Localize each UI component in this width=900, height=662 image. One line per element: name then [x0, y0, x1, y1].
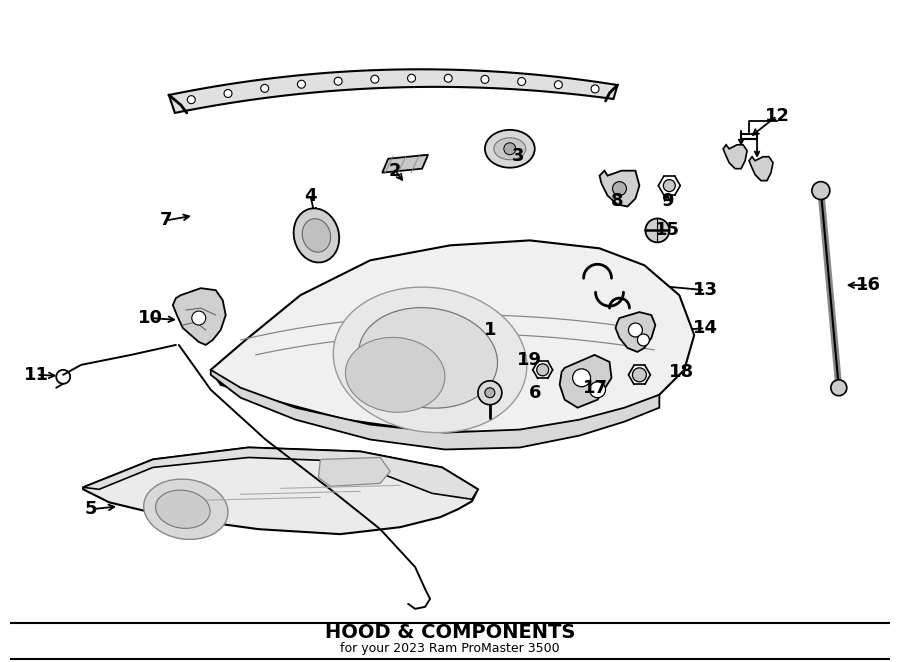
Ellipse shape: [302, 218, 330, 252]
Circle shape: [831, 380, 847, 396]
Text: 9: 9: [662, 191, 673, 210]
Ellipse shape: [485, 130, 535, 167]
Circle shape: [192, 311, 206, 325]
Circle shape: [637, 334, 650, 346]
Circle shape: [481, 75, 489, 83]
Circle shape: [478, 381, 502, 404]
Text: 12: 12: [764, 107, 789, 125]
Text: 13: 13: [693, 281, 717, 299]
Polygon shape: [169, 70, 617, 113]
Text: for your 2023 Ram ProMaster 3500: for your 2023 Ram ProMaster 3500: [340, 642, 560, 655]
Polygon shape: [599, 171, 639, 207]
Text: 15: 15: [655, 221, 680, 240]
Text: 8: 8: [611, 191, 624, 210]
Polygon shape: [382, 155, 428, 173]
Text: 7: 7: [159, 211, 172, 230]
Text: HOOD & COMPONENTS: HOOD & COMPONENTS: [325, 623, 575, 642]
Text: 3: 3: [511, 147, 524, 165]
Polygon shape: [83, 448, 478, 534]
Polygon shape: [724, 145, 747, 169]
Text: 17: 17: [583, 379, 608, 397]
Circle shape: [633, 368, 646, 382]
Text: 4: 4: [304, 187, 317, 205]
Circle shape: [187, 96, 195, 104]
Ellipse shape: [144, 479, 228, 540]
Circle shape: [224, 89, 232, 97]
Text: 5: 5: [85, 500, 97, 518]
Ellipse shape: [156, 490, 210, 528]
Polygon shape: [211, 370, 660, 449]
Circle shape: [645, 218, 670, 242]
Polygon shape: [560, 355, 611, 408]
Circle shape: [554, 81, 562, 89]
Ellipse shape: [293, 209, 339, 262]
Text: 18: 18: [669, 363, 694, 381]
Ellipse shape: [358, 308, 498, 408]
Circle shape: [408, 74, 416, 82]
Polygon shape: [319, 457, 391, 487]
Circle shape: [261, 84, 269, 92]
Circle shape: [334, 77, 342, 85]
Circle shape: [371, 75, 379, 83]
Ellipse shape: [494, 138, 526, 160]
Circle shape: [572, 369, 590, 387]
Text: 16: 16: [856, 276, 881, 294]
Text: 11: 11: [23, 366, 49, 384]
Text: 1: 1: [483, 321, 496, 339]
Circle shape: [485, 388, 495, 398]
Polygon shape: [211, 240, 694, 432]
Text: 6: 6: [528, 384, 541, 402]
Circle shape: [590, 382, 606, 398]
Polygon shape: [749, 157, 773, 181]
Polygon shape: [616, 312, 655, 352]
Circle shape: [518, 77, 526, 85]
Ellipse shape: [613, 181, 626, 195]
Polygon shape: [173, 288, 226, 345]
Ellipse shape: [333, 287, 526, 433]
Text: 2: 2: [389, 162, 401, 179]
Text: 19: 19: [518, 351, 543, 369]
Circle shape: [297, 80, 305, 88]
Polygon shape: [83, 448, 478, 499]
Text: 10: 10: [139, 309, 164, 327]
Ellipse shape: [346, 338, 445, 412]
Circle shape: [628, 323, 643, 337]
Circle shape: [445, 74, 452, 82]
Circle shape: [812, 181, 830, 199]
Circle shape: [504, 143, 516, 155]
Circle shape: [663, 179, 675, 191]
Circle shape: [536, 364, 549, 376]
Text: 14: 14: [693, 319, 717, 337]
Circle shape: [591, 85, 599, 93]
